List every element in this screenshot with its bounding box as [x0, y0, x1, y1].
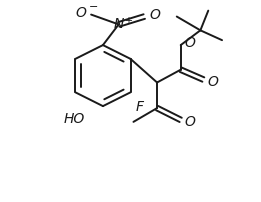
- Text: O: O: [185, 36, 195, 50]
- Text: HO: HO: [64, 112, 85, 126]
- Text: −: −: [88, 2, 98, 12]
- Text: +: +: [123, 16, 132, 26]
- Text: N: N: [114, 17, 124, 32]
- Text: O: O: [207, 76, 218, 89]
- Text: O: O: [185, 115, 195, 129]
- Text: O: O: [75, 6, 86, 20]
- Text: F: F: [135, 100, 144, 114]
- Text: O: O: [149, 7, 160, 22]
